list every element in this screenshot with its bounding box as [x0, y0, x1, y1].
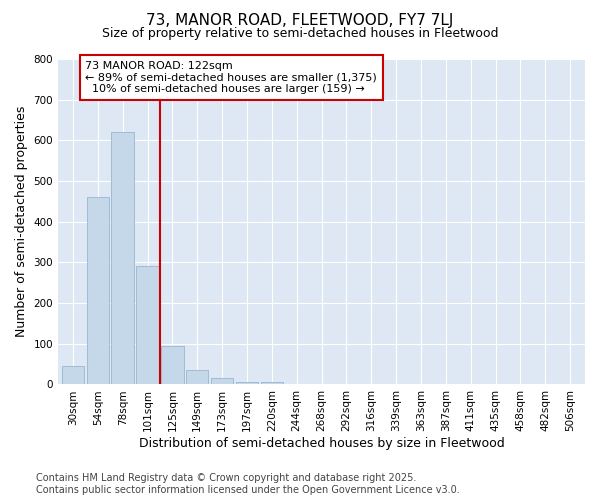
Bar	[62, 366, 84, 384]
Bar	[211, 378, 233, 384]
Y-axis label: Number of semi-detached properties: Number of semi-detached properties	[15, 106, 28, 338]
Bar	[161, 346, 184, 385]
Text: 73 MANOR ROAD: 122sqm
← 89% of semi-detached houses are smaller (1,375)
  10% of: 73 MANOR ROAD: 122sqm ← 89% of semi-deta…	[85, 61, 377, 94]
Bar	[260, 382, 283, 384]
Bar	[236, 382, 258, 384]
Bar	[112, 132, 134, 384]
Text: Contains HM Land Registry data © Crown copyright and database right 2025.
Contai: Contains HM Land Registry data © Crown c…	[36, 474, 460, 495]
Bar	[136, 266, 159, 384]
Text: Size of property relative to semi-detached houses in Fleetwood: Size of property relative to semi-detach…	[102, 28, 498, 40]
X-axis label: Distribution of semi-detached houses by size in Fleetwood: Distribution of semi-detached houses by …	[139, 437, 505, 450]
Bar	[186, 370, 208, 384]
Text: 73, MANOR ROAD, FLEETWOOD, FY7 7LJ: 73, MANOR ROAD, FLEETWOOD, FY7 7LJ	[146, 12, 454, 28]
Bar	[86, 198, 109, 384]
